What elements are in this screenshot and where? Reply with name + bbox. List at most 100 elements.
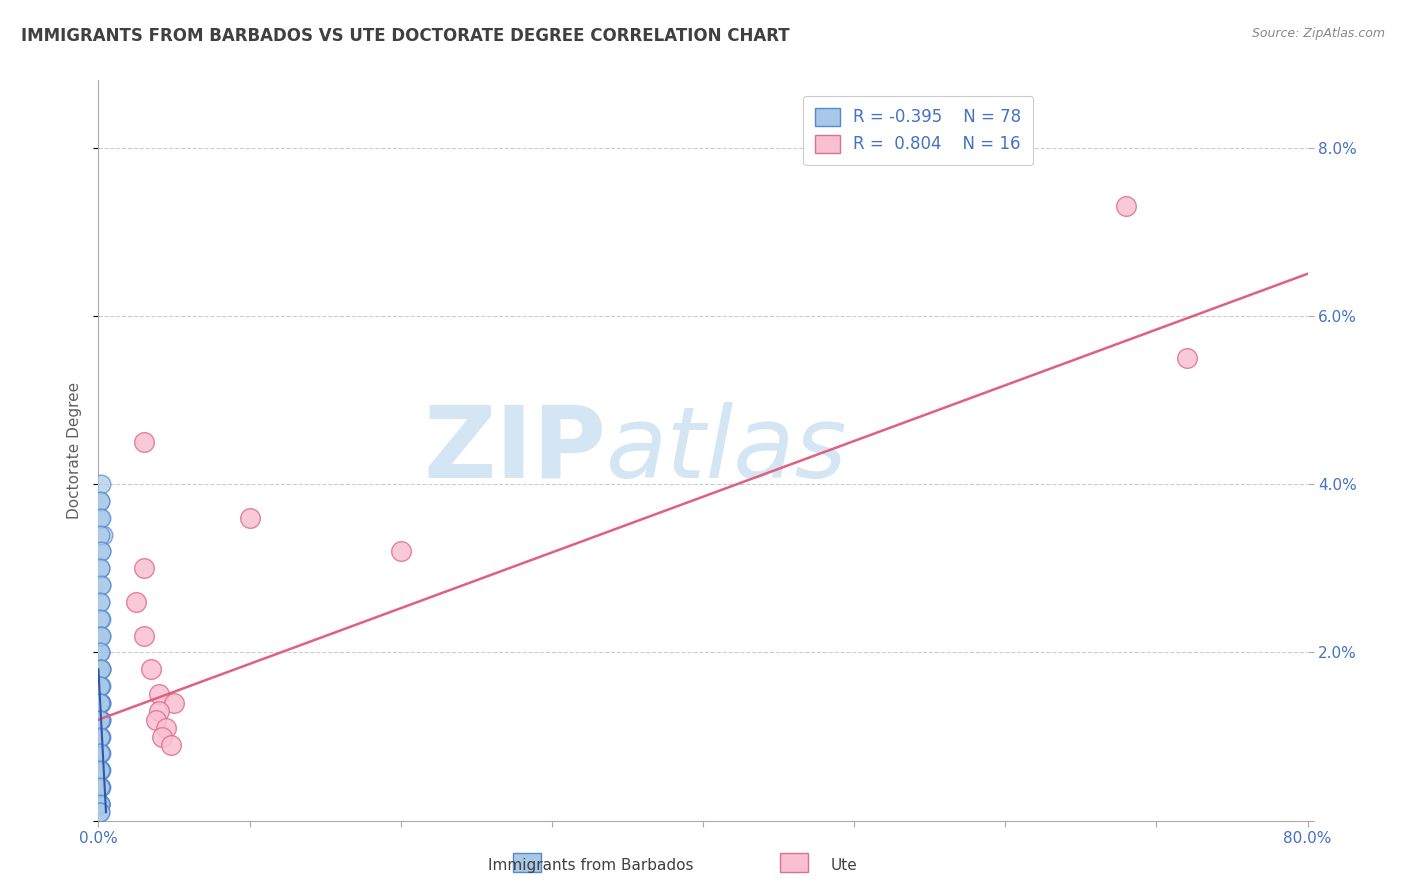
Text: ZIP: ZIP bbox=[423, 402, 606, 499]
Point bbox=[89, 730, 111, 744]
Text: IMMIGRANTS FROM BARBADOS VS UTE DOCTORATE DEGREE CORRELATION CHART: IMMIGRANTS FROM BARBADOS VS UTE DOCTORAT… bbox=[21, 27, 790, 45]
Point bbox=[90, 662, 112, 676]
Point bbox=[90, 628, 112, 642]
Point bbox=[89, 797, 111, 811]
Point bbox=[132, 435, 155, 450]
Point bbox=[89, 730, 111, 744]
Y-axis label: Doctorate Degree: Doctorate Degree bbox=[67, 382, 83, 519]
Point bbox=[89, 763, 111, 777]
Point bbox=[132, 561, 155, 575]
Point bbox=[89, 747, 111, 761]
Point bbox=[89, 595, 111, 609]
Point bbox=[90, 696, 112, 710]
Point bbox=[90, 628, 112, 642]
Point bbox=[90, 544, 112, 558]
Point bbox=[148, 704, 170, 718]
Point bbox=[155, 721, 177, 735]
Point bbox=[90, 612, 112, 626]
Legend: R = -0.395    N = 78, R =  0.804    N = 16: R = -0.395 N = 78, R = 0.804 N = 16 bbox=[803, 96, 1033, 165]
Point bbox=[89, 713, 111, 727]
Point bbox=[125, 595, 148, 609]
Point bbox=[163, 696, 186, 710]
Point bbox=[90, 780, 112, 794]
Point bbox=[141, 662, 163, 676]
Point bbox=[89, 713, 111, 727]
Point bbox=[90, 713, 112, 727]
Point bbox=[89, 679, 111, 693]
Point bbox=[89, 763, 111, 777]
Point bbox=[89, 805, 111, 820]
Point bbox=[90, 662, 112, 676]
Point bbox=[1175, 351, 1198, 365]
Point bbox=[89, 730, 111, 744]
Point bbox=[89, 696, 111, 710]
Point bbox=[89, 696, 111, 710]
Point bbox=[89, 730, 111, 744]
Point bbox=[89, 494, 111, 508]
Point bbox=[90, 578, 112, 592]
Point bbox=[89, 595, 111, 609]
Point bbox=[89, 628, 111, 642]
Point bbox=[150, 730, 173, 744]
Point bbox=[89, 747, 111, 761]
Point bbox=[389, 544, 412, 558]
Point bbox=[89, 696, 111, 710]
Point bbox=[89, 763, 111, 777]
FancyBboxPatch shape bbox=[513, 853, 541, 872]
Point bbox=[90, 713, 112, 727]
Point bbox=[89, 645, 111, 659]
Point bbox=[89, 527, 111, 541]
Point bbox=[89, 679, 111, 693]
Point bbox=[90, 679, 112, 693]
Point bbox=[89, 679, 111, 693]
Point bbox=[89, 780, 111, 794]
Point bbox=[89, 510, 111, 524]
Point bbox=[89, 747, 111, 761]
Point bbox=[90, 696, 112, 710]
Point bbox=[160, 738, 183, 752]
FancyBboxPatch shape bbox=[780, 853, 808, 872]
Point bbox=[89, 797, 111, 811]
Point bbox=[89, 494, 111, 508]
Point bbox=[89, 797, 111, 811]
Point bbox=[89, 713, 111, 727]
Text: atlas: atlas bbox=[606, 402, 848, 499]
Point bbox=[89, 662, 111, 676]
Point bbox=[145, 713, 167, 727]
Point bbox=[89, 679, 111, 693]
Point bbox=[90, 544, 112, 558]
Point bbox=[89, 612, 111, 626]
Point bbox=[89, 797, 111, 811]
Point bbox=[91, 527, 114, 541]
Point bbox=[89, 747, 111, 761]
Point bbox=[148, 688, 170, 702]
Point bbox=[1115, 199, 1137, 213]
Point bbox=[89, 763, 111, 777]
Point bbox=[239, 510, 262, 524]
Point bbox=[89, 780, 111, 794]
Point bbox=[90, 477, 112, 491]
Point bbox=[89, 780, 111, 794]
Point bbox=[90, 763, 112, 777]
Point bbox=[89, 805, 111, 820]
Point bbox=[89, 730, 111, 744]
Point bbox=[89, 561, 111, 575]
Point bbox=[89, 561, 111, 575]
Point bbox=[90, 510, 112, 524]
Point bbox=[89, 696, 111, 710]
Point bbox=[89, 747, 111, 761]
Point bbox=[89, 797, 111, 811]
Point bbox=[90, 730, 112, 744]
Text: Immigrants from Barbados: Immigrants from Barbados bbox=[488, 858, 693, 872]
Point bbox=[90, 662, 112, 676]
Point bbox=[89, 797, 111, 811]
Point bbox=[89, 645, 111, 659]
Point bbox=[89, 713, 111, 727]
Point bbox=[89, 645, 111, 659]
Point bbox=[89, 780, 111, 794]
Point bbox=[90, 747, 112, 761]
Text: Ute: Ute bbox=[830, 858, 858, 872]
Text: Source: ZipAtlas.com: Source: ZipAtlas.com bbox=[1251, 27, 1385, 40]
Point bbox=[89, 763, 111, 777]
Point bbox=[89, 730, 111, 744]
